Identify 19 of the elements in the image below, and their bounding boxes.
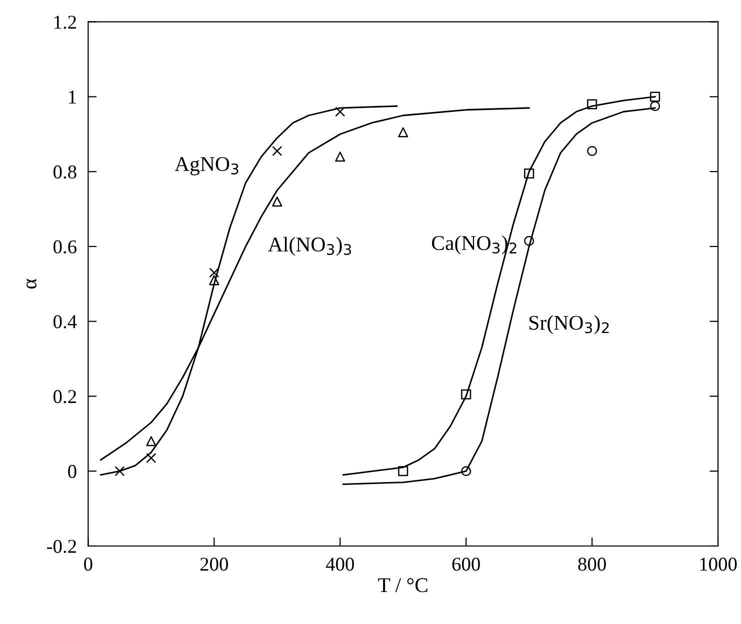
- series-label: Al(NO$_{3}$)$_{3}$: [268, 236, 352, 256]
- series-label: Sr(NO$_{3}$)$_{2}$: [530, 315, 609, 334]
- x-tick-label: 400: [326, 558, 354, 571]
- y-axis-title: α: [26, 278, 36, 289]
- series-label: AgNO$_{3}$: [174, 157, 238, 176]
- y-tick-label: -0.2: [47, 540, 76, 554]
- x-tick-label: 600: [452, 558, 480, 571]
- y-tick-label: 1.2: [54, 16, 76, 29]
- x-axis-title: T / °C: [378, 578, 428, 592]
- x-tick-label: 1000: [700, 558, 737, 571]
- y-tick-label: 0.2: [54, 390, 76, 404]
- x-tick-label: 200: [200, 558, 228, 571]
- y-tick-label: 0.4: [54, 315, 77, 328]
- x-tick-label: 0: [84, 558, 92, 571]
- y-tick-label: 1: [69, 90, 76, 104]
- y-tick-label: 0.8: [54, 165, 76, 179]
- y-tick-label: 0: [68, 464, 76, 478]
- y-tick-label: 0.6: [54, 240, 76, 254]
- x-tick-label: 800: [578, 558, 606, 571]
